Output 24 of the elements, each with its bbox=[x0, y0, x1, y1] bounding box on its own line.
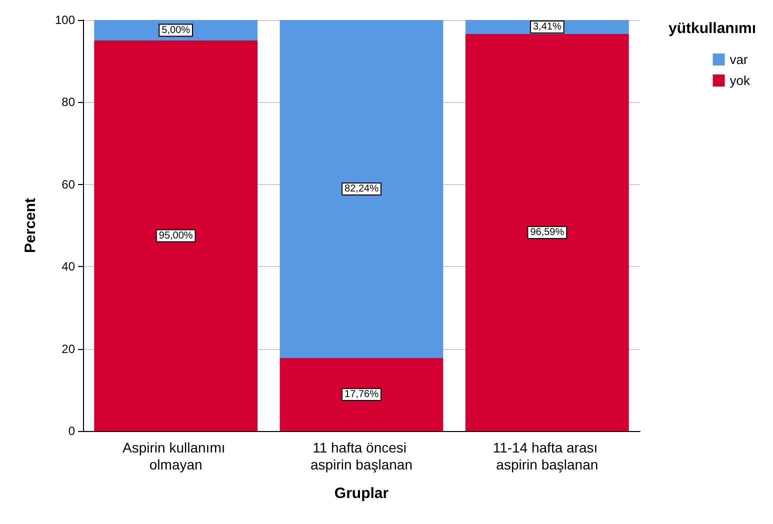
data-label: 96,59% bbox=[530, 227, 564, 238]
bar bbox=[465, 34, 629, 431]
x-tick-label: Aspirin kullanımı olmayan bbox=[122, 440, 230, 472]
y-tick-label: 80 bbox=[62, 95, 76, 110]
data-label: 82,24% bbox=[344, 184, 379, 195]
legend-label: yok bbox=[730, 73, 750, 88]
data-label: 3,41% bbox=[532, 22, 562, 33]
y-axis-title: Percent bbox=[22, 198, 39, 254]
legend-title: yütkullanımı bbox=[668, 20, 756, 37]
bar bbox=[280, 20, 444, 358]
x-axis-title: Gruplar bbox=[334, 485, 389, 502]
y-tick-label: 60 bbox=[62, 177, 76, 192]
y-tick-label: 40 bbox=[62, 260, 76, 274]
x-tick-label: 11 hafta öncesi aspirin başlanan bbox=[310, 440, 412, 472]
data-label: 95,00% bbox=[158, 230, 193, 242]
y-tick-label: 100 bbox=[54, 13, 76, 27]
bar bbox=[94, 40, 258, 431]
legend-label: var bbox=[730, 52, 748, 67]
data-label: 5,00% bbox=[162, 24, 190, 36]
y-tick-label: 0 bbox=[68, 424, 76, 438]
x-tick-label: 11-14 hafta arası aspirin başlanan bbox=[492, 440, 602, 472]
data-label: 17,76% bbox=[344, 389, 379, 400]
bar bbox=[280, 358, 444, 431]
y-tick-label: 20 bbox=[62, 342, 76, 356]
